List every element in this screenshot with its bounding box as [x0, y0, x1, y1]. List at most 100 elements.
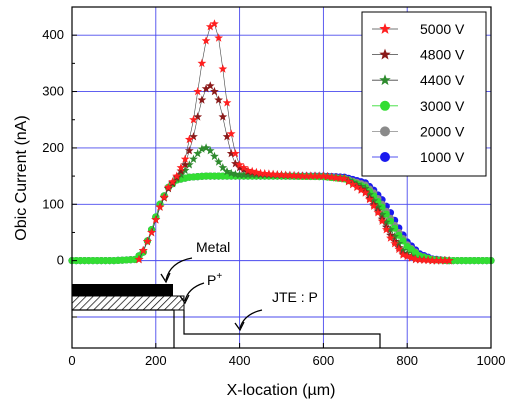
- data-point: [180, 165, 190, 175]
- data-point: [201, 36, 211, 45]
- data-point: [197, 58, 207, 68]
- legend-label: 1000 V: [420, 149, 465, 165]
- data-point: [155, 202, 165, 211]
- data-point: [184, 134, 194, 144]
- p-plus-arrowhead: [179, 294, 190, 305]
- data-point: [356, 185, 366, 194]
- data-point: [214, 157, 223, 166]
- data-point: [193, 148, 203, 158]
- data-point: [402, 251, 412, 261]
- p-plus-region-outline: [72, 309, 175, 348]
- p-plus-layer: [71, 295, 185, 311]
- data-point: [138, 245, 148, 255]
- data-point: [348, 179, 358, 189]
- data-point: [264, 169, 274, 178]
- data-point: [256, 168, 265, 177]
- y-tick-label: 200: [42, 140, 64, 155]
- data-point: [147, 227, 156, 237]
- data-point: [197, 144, 207, 153]
- x-tick-label: 800: [396, 353, 418, 368]
- data-point: [335, 173, 345, 183]
- data-point: [201, 143, 211, 152]
- data-point: [268, 169, 278, 178]
- data-point: [235, 160, 244, 169]
- data-point: [277, 170, 286, 179]
- data-point: [360, 188, 370, 197]
- data-point: [239, 170, 249, 179]
- x-tick-label: 1000: [477, 353, 506, 368]
- legend-marker: [379, 74, 391, 86]
- data-point: [151, 215, 161, 224]
- data-point: [386, 225, 395, 234]
- data-point: [281, 170, 291, 179]
- data-point: [272, 170, 282, 179]
- data-point: [411, 254, 420, 264]
- data-point: [247, 170, 257, 179]
- data-point: [323, 172, 332, 181]
- data-point: [428, 256, 437, 265]
- data-point: [390, 239, 399, 248]
- data-point: [210, 151, 219, 161]
- y-tick-label: 400: [42, 27, 64, 42]
- series-line: [72, 175, 491, 261]
- data-point: [285, 170, 295, 180]
- metal-arrow: [165, 257, 193, 281]
- axis-ticks: 0 200 400 600 800 1000 0 100 200 300 400: [42, 27, 505, 368]
- data-point: [201, 84, 211, 93]
- data-point: [193, 112, 203, 121]
- data-point: [327, 172, 337, 181]
- data-point: [377, 216, 387, 225]
- y-tick-label: 0: [57, 253, 64, 268]
- data-point: [365, 195, 374, 204]
- x-tick-label: 400: [229, 353, 251, 368]
- legend-box: [361, 11, 487, 177]
- y-tick-label: 300: [42, 84, 64, 99]
- legend: 5000 V 4800 V 4400 V 3000 V 2000 V 1000 V: [361, 11, 487, 177]
- series-line: [72, 175, 491, 261]
- data-point: [193, 86, 203, 96]
- metal-layer: [72, 284, 173, 296]
- data-point: [440, 256, 450, 265]
- device-cross-section: Metal P+ JTE : P: [71, 239, 381, 348]
- data-point: [197, 95, 207, 104]
- data-point: [218, 163, 228, 172]
- legend-marker: [380, 152, 390, 162]
- data-point: [189, 115, 198, 124]
- data-point: [210, 86, 219, 96]
- data-point: [289, 171, 299, 180]
- data-point: [331, 173, 341, 182]
- legend-marker: [380, 126, 390, 137]
- data-point: [310, 171, 320, 180]
- data-point: [218, 64, 228, 73]
- series-line: [72, 175, 491, 261]
- data-point: [235, 170, 244, 179]
- data-point: [214, 33, 223, 42]
- data-point: [222, 167, 232, 176]
- jte-arrowhead: [234, 321, 245, 332]
- p-plus-arrow: [184, 282, 205, 302]
- data-point: [231, 169, 240, 179]
- data-point: [306, 171, 316, 180]
- data-point: [231, 148, 240, 158]
- legend-marker: [380, 100, 390, 111]
- data-point: [222, 132, 232, 141]
- annotation-jte: JTE : P: [272, 289, 318, 305]
- data-point: [239, 163, 249, 172]
- data-point: [218, 112, 228, 121]
- data-point: [143, 236, 152, 246]
- data-point: [302, 171, 311, 180]
- data-point: [226, 168, 236, 177]
- data-point: [444, 256, 454, 265]
- data-point: [159, 192, 169, 201]
- data-point: [180, 154, 190, 163]
- data-point: [381, 225, 391, 234]
- data-point: [344, 177, 353, 186]
- data-point: [381, 217, 391, 226]
- data-point: [205, 81, 215, 90]
- data-point: [377, 210, 387, 219]
- data-point: [205, 22, 215, 31]
- data-point: [419, 255, 429, 264]
- series-layer: [68, 19, 495, 265]
- data-point: [164, 182, 173, 192]
- annotation-metal: Metal: [196, 239, 230, 255]
